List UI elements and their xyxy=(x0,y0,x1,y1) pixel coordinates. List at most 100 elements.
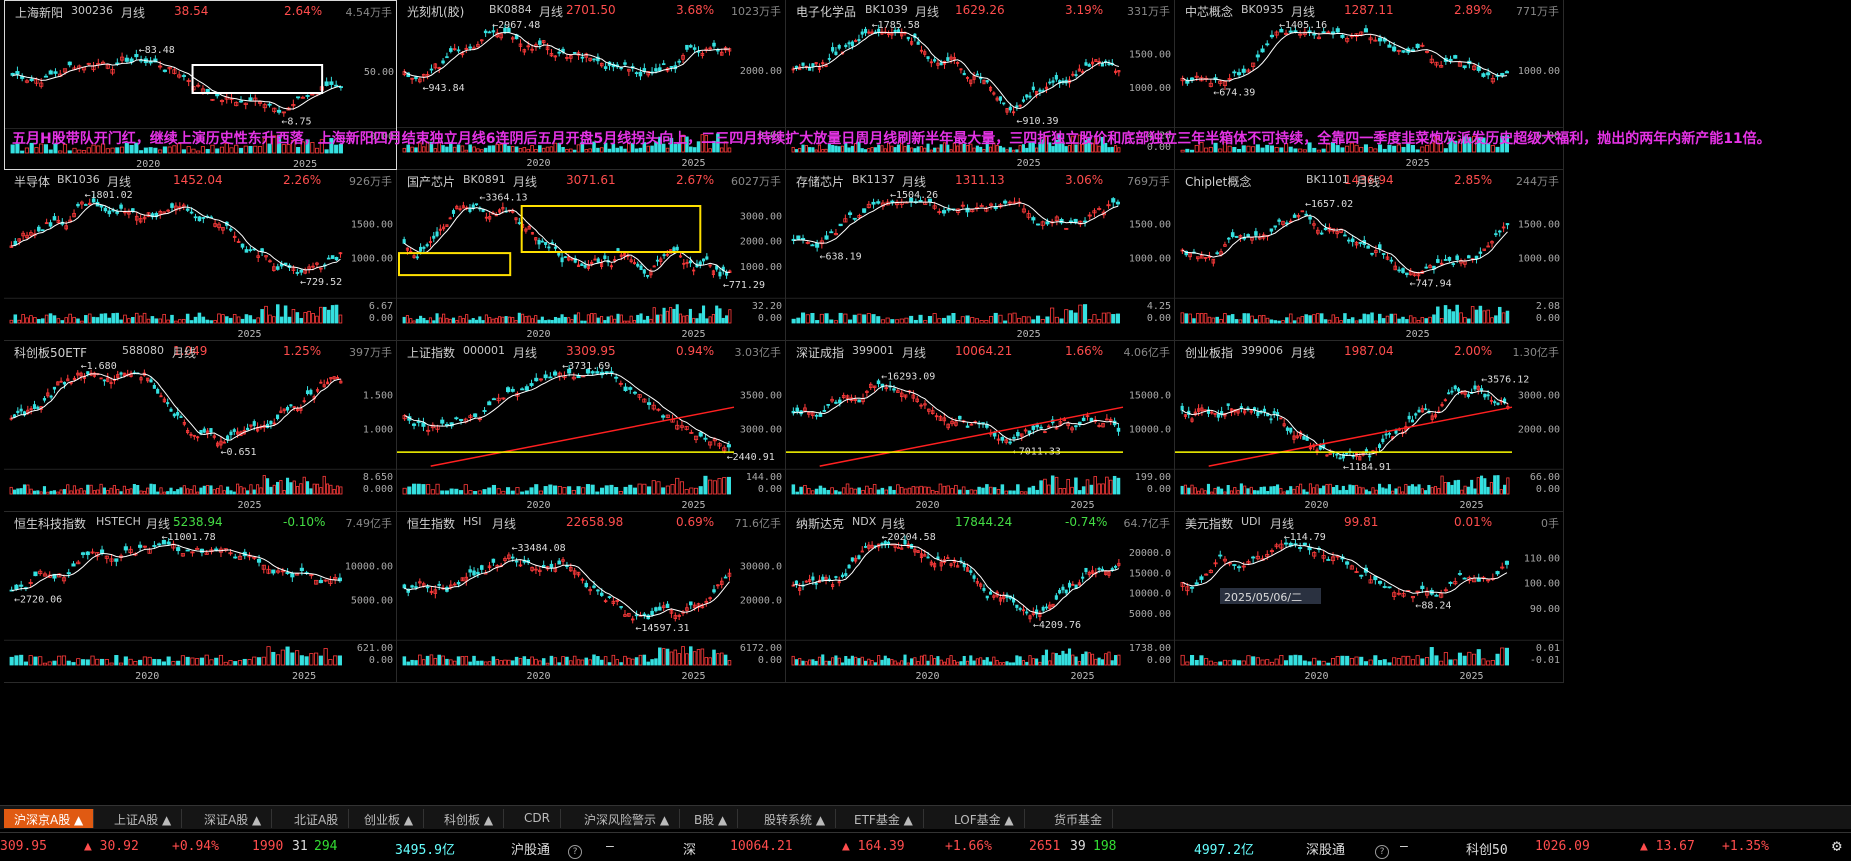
volume-bar xyxy=(219,146,225,154)
chart-panel[interactable]: 中芯概念 1287.11 2.89% 771万手 BK0935 月线 1000.00 0.00… xyxy=(1175,0,1564,170)
market-tab[interactable]: B股 ▲ xyxy=(684,809,739,828)
chart-panel[interactable]: 恒生科技指数 5238.94 -0.10% 7.49亿手 HSTECH 月线 10000.0… xyxy=(4,512,397,683)
volume-bar xyxy=(1256,490,1260,495)
candle xyxy=(975,73,979,76)
volume-bar xyxy=(9,656,14,666)
volume-bar xyxy=(1220,488,1224,495)
volume-bar xyxy=(1223,313,1227,324)
candle xyxy=(899,392,904,398)
volume-bar xyxy=(1331,314,1336,324)
volume-bar xyxy=(1387,484,1391,495)
volume-bar xyxy=(696,141,701,153)
chart-panel[interactable]: 国产芯片 3071.61 2.67% 6027万手 BK0891 月线 3000.00 200… xyxy=(397,170,786,341)
chart-panel[interactable]: 创业板指 1987.04 2.00% 1.30亿手 399006 月线 3000.00 200… xyxy=(1175,341,1564,512)
volume-bar xyxy=(1424,490,1428,495)
chart-panel[interactable]: 光刻机(胶) 2701.50 3.68% 1023万手 BK0884 月线 2000.00 0… xyxy=(397,0,786,170)
volume-bar xyxy=(158,149,163,154)
chart-panel[interactable]: 美元指数 99.81 0.01% 0手 UDI 月线 110.00 100.00 90.00 0.… xyxy=(1175,512,1564,683)
volume-bar xyxy=(495,659,500,666)
kline-chart[interactable]: 20000.015000.010000.05000.001738.000.002… xyxy=(786,530,1175,683)
volume-bar xyxy=(491,656,496,666)
sgt-label[interactable]: 深股通 xyxy=(1306,843,1346,858)
volume-bar xyxy=(514,320,518,324)
volume-bar xyxy=(488,317,492,324)
volume-bar xyxy=(1058,488,1063,495)
chart-panel[interactable]: 半导体 1452.04 2.26% 926万手 BK1036 月线 1500.00 1000.… xyxy=(4,170,397,341)
candle xyxy=(305,95,310,97)
candle xyxy=(295,272,300,274)
market-tab[interactable]: 创业板 ▲ xyxy=(354,809,425,828)
candle xyxy=(338,252,343,255)
chart-panel[interactable]: 存储芯片 1311.13 3.06% 769万手 BK1137 月线 1500.00 1000… xyxy=(786,170,1175,341)
kline-chart[interactable]: 1500.001000.002.080.002025←1657.02←747.9… xyxy=(1175,188,1564,341)
volume-bar xyxy=(1035,315,1041,324)
sh-down-count: 294 xyxy=(314,839,338,854)
candle xyxy=(596,56,600,62)
chart-panel[interactable]: 电子化学品 1629.26 3.19% 331万手 BK1039 月线 1500.00 100… xyxy=(786,0,1175,170)
candle xyxy=(1077,68,1081,72)
candle xyxy=(1044,86,1049,90)
high-label: ←1.680 xyxy=(81,361,117,372)
volume-bar xyxy=(586,314,590,324)
candle xyxy=(937,211,942,214)
chart-panel[interactable]: 纳斯达克 17844.24 -0.74% 64.7亿手 NDX 月线 20000.0 1500… xyxy=(786,512,1175,683)
chart-panel[interactable]: 科创板50ETF 1.049 1.25% 397万手 588080 月线 1.500 1.00… xyxy=(4,341,397,512)
volume-bar xyxy=(468,490,473,495)
candle xyxy=(1025,94,1029,98)
candle xyxy=(167,66,172,70)
chart-panel[interactable]: Chiplet概念 1436.94 2.85% 244万手 BK1101 月线 1500.0… xyxy=(1175,170,1564,341)
chart-panel[interactable]: 上证指数 3309.95 0.94% 3.03亿手 000001 月线 3500.00 300… xyxy=(397,341,786,512)
panel-price: 99.81 xyxy=(1344,515,1379,529)
candle xyxy=(814,414,819,417)
market-tab[interactable]: 沪深京A股 ▲ xyxy=(4,809,95,828)
settings-icon[interactable]: ⚙ xyxy=(1832,836,1842,855)
volume-bar xyxy=(685,136,689,153)
kline-chart[interactable]: 1500.001000.006.670.002025←1801.02←729.5… xyxy=(4,188,397,341)
candle xyxy=(1199,576,1204,580)
chart-panel[interactable]: 恒生指数 22658.98 0.69% 71.6亿手 HSI 月线 30000.0 20000… xyxy=(397,512,786,683)
candle xyxy=(119,372,123,375)
kline-chart[interactable]: 1500.001000.004.250.002025←1504.26←638.1… xyxy=(786,188,1175,341)
candle xyxy=(1486,72,1491,76)
volume-bar xyxy=(712,140,716,153)
volume-bar xyxy=(956,145,960,153)
volume-bar xyxy=(1073,312,1078,324)
hgt-label[interactable]: 沪股通 xyxy=(511,843,551,858)
candle xyxy=(1453,385,1457,390)
candle xyxy=(487,401,492,406)
volume-bar xyxy=(727,147,732,153)
candle xyxy=(1054,216,1059,222)
market-tab[interactable]: 沪深风险警示 ▲ xyxy=(574,809,681,828)
market-tab[interactable]: 上证A股 ▲ xyxy=(104,809,183,828)
volume-bar xyxy=(223,661,228,666)
volume-bar xyxy=(1308,315,1312,324)
market-tab[interactable]: 北证A股 xyxy=(284,809,350,828)
market-tab[interactable]: LOF基金 ▲ xyxy=(944,809,1025,828)
candle xyxy=(437,583,441,586)
chart-panel[interactable]: 上海新阳 38.54 2.64% 4.54万手 300236 月线 50.00 0.00 202… xyxy=(4,0,397,170)
candle xyxy=(805,241,810,244)
x-year-label: 2025 xyxy=(292,671,316,682)
market-tab[interactable]: 深证A股 ▲ xyxy=(194,809,273,828)
market-tab[interactable]: 货币基金 xyxy=(1044,809,1114,828)
market-tab[interactable]: 股转系统 ▲ xyxy=(754,809,837,828)
market-tab[interactable]: CDR xyxy=(514,809,561,828)
market-tab[interactable]: ETF基金 ▲ xyxy=(844,809,924,828)
volume-bar xyxy=(860,656,864,666)
candle xyxy=(9,417,13,420)
candle xyxy=(1239,406,1243,409)
market-tab[interactable]: 科创板 ▲ xyxy=(434,809,505,828)
chart-panel[interactable]: 深证成指 10064.21 1.66% 4.06亿手 399001 月线 15000.0 10… xyxy=(786,341,1175,512)
kline-chart[interactable]: 1500.001000.004.280.002025←1785.58←910.3… xyxy=(786,18,1175,170)
